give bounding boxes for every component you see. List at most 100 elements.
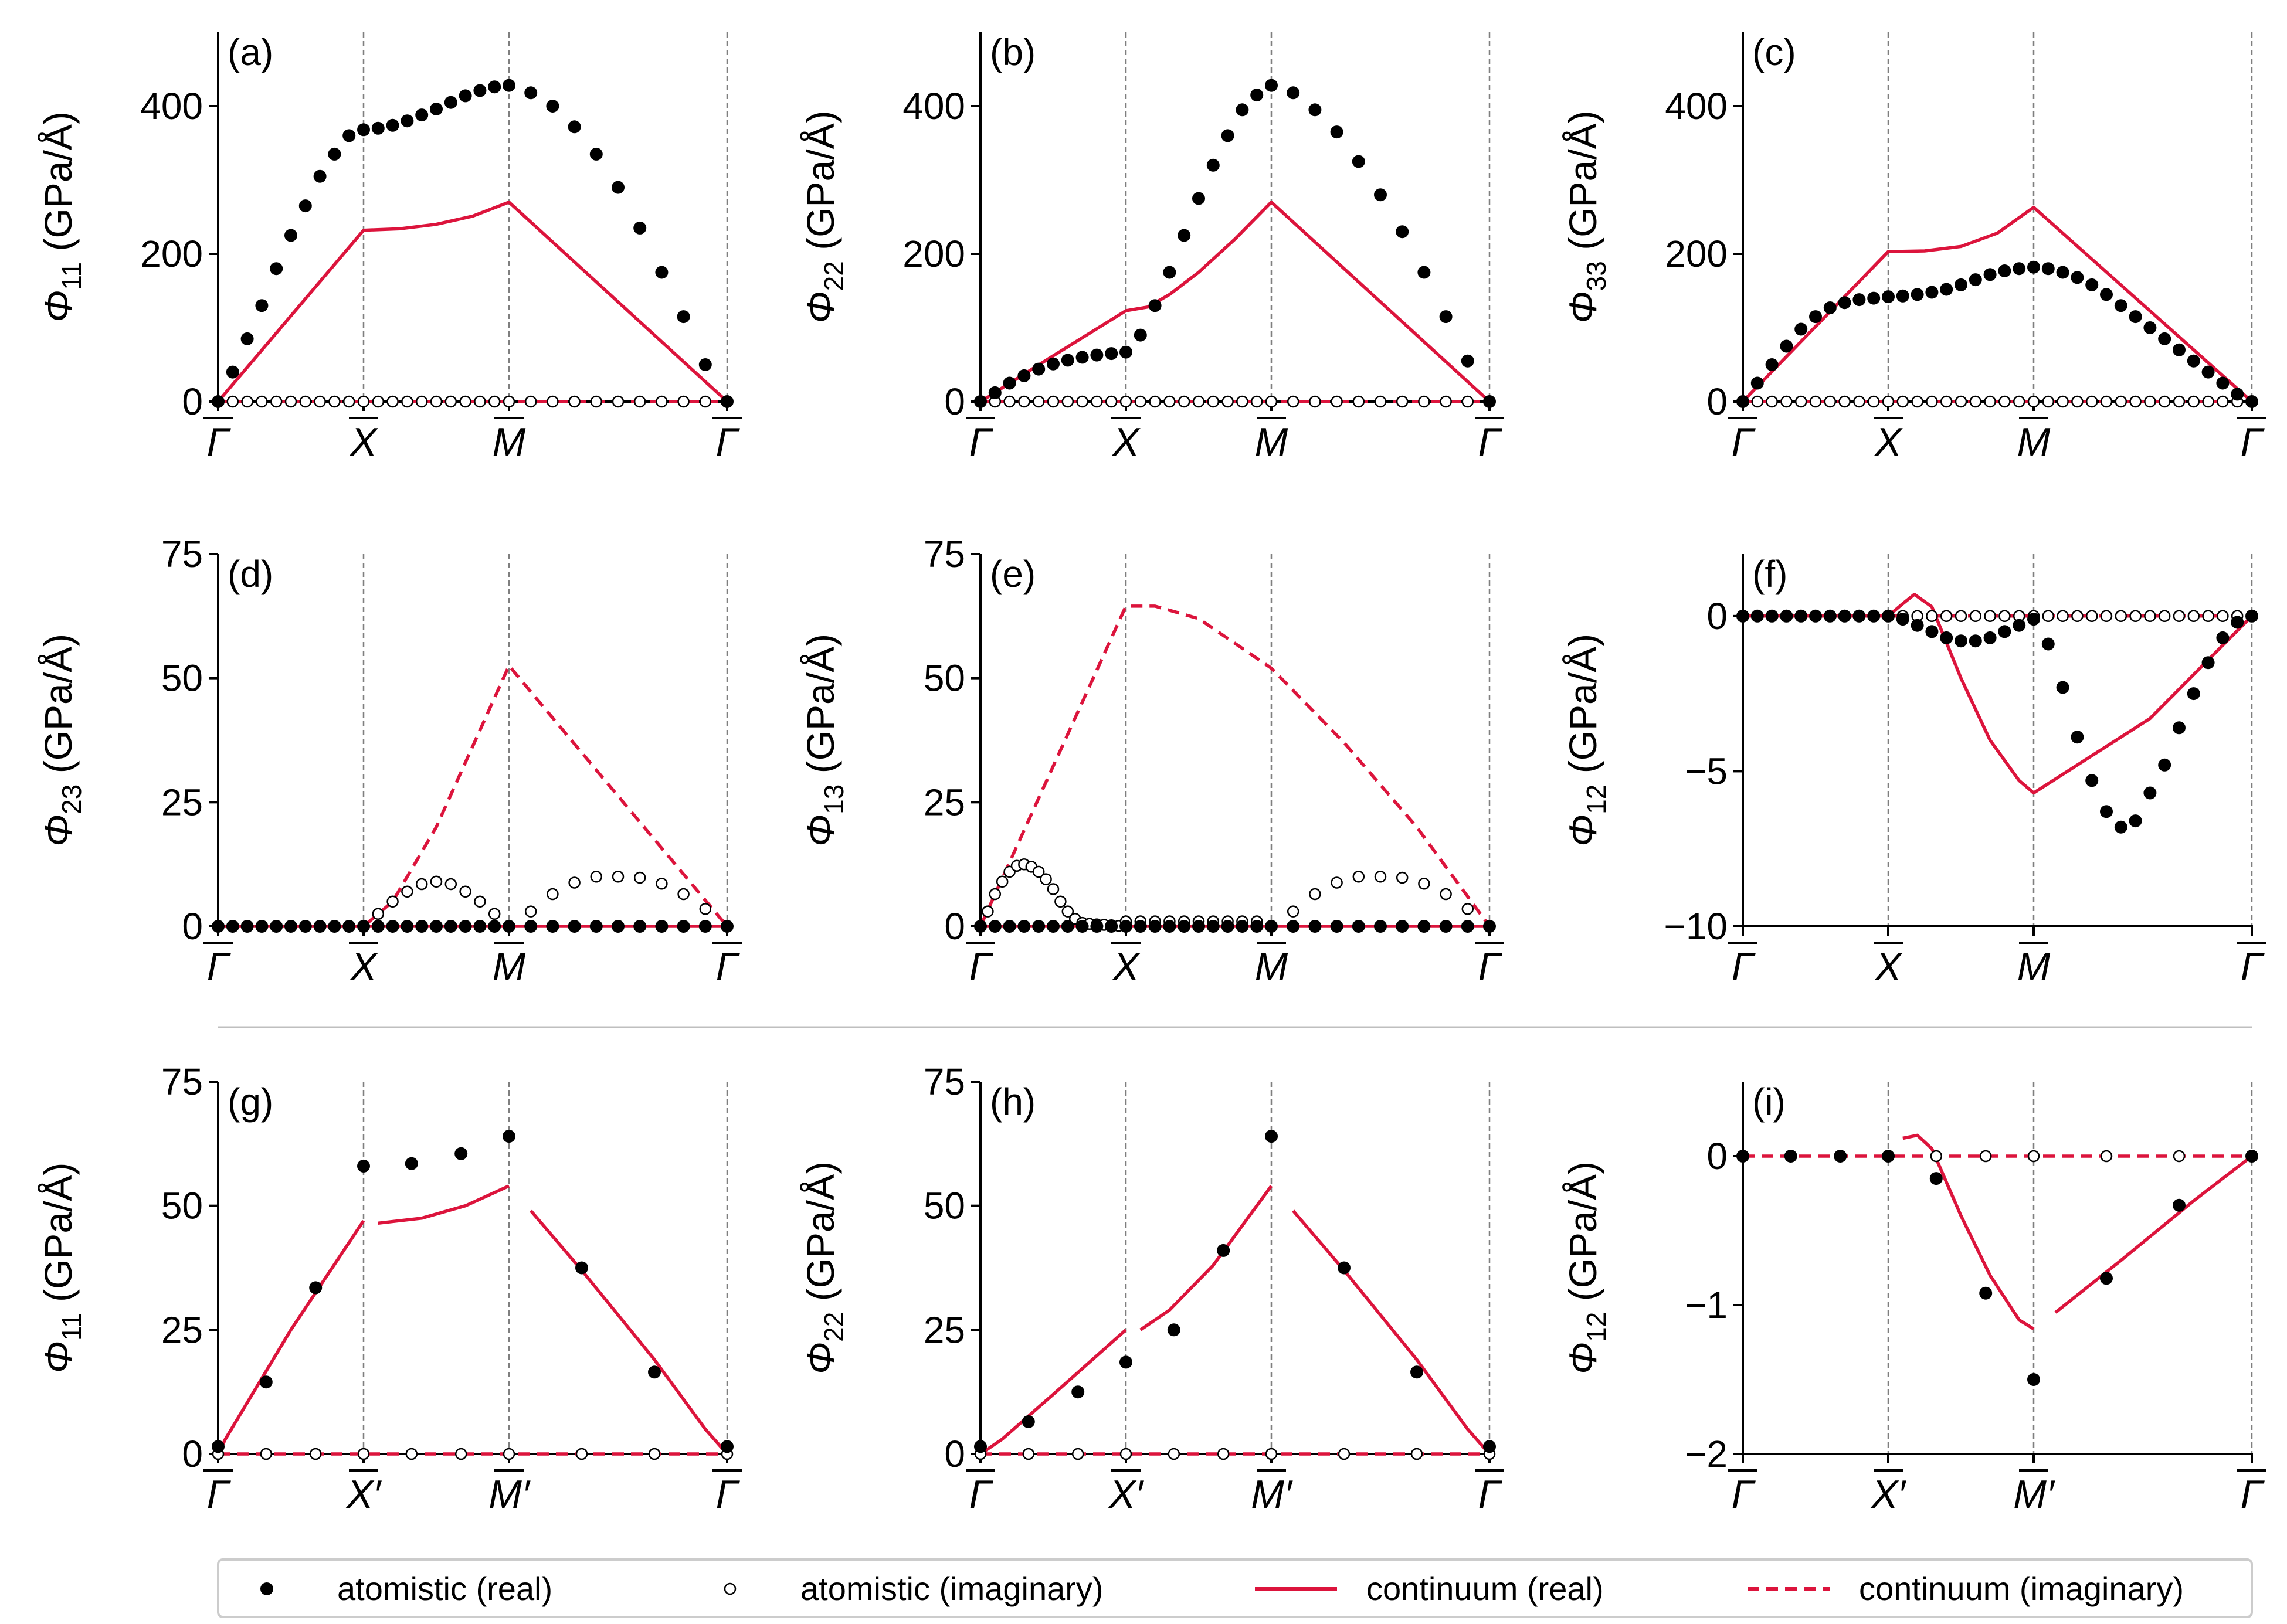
y-tick-label-g-3: 75 — [161, 1061, 203, 1103]
y-tick-label-d-3: 75 — [161, 533, 203, 575]
atomistic-imag-point-c-17 — [1984, 395, 1996, 408]
atomistic-imag-point-g-4 — [405, 1448, 418, 1460]
atomistic-real-point-f-13 — [1925, 625, 1939, 638]
y-axis-label-unit-b: (GPa/Å) — [799, 110, 842, 261]
atomistic-imag-point-c-11 — [1896, 395, 1909, 408]
atomistic-imag-point-a-24 — [590, 395, 603, 408]
atomistic-imag-point-d-21 — [524, 905, 537, 918]
atomistic-real-point-f-8 — [1852, 609, 1866, 623]
atomistic-imag-point-b-22 — [1309, 395, 1321, 408]
y-axis-label-symbol-e: Φ — [799, 814, 842, 847]
atomistic-imag-point-e-39 — [1461, 903, 1474, 915]
atomistic-real-point-g-7 — [575, 1261, 588, 1275]
atomistic-imag-point-b-15 — [1192, 395, 1205, 408]
atomistic-real-point-b-11 — [1134, 328, 1147, 342]
atomistic-real-point-c-35 — [2245, 395, 2258, 408]
atomistic-real-point-d-11 — [371, 920, 385, 933]
atomistic-imag-point-c-13 — [1926, 395, 1938, 408]
atomistic-real-point-d-15 — [430, 920, 443, 933]
atomistic-real-point-c-0 — [1736, 395, 1749, 408]
atomistic-real-point-c-21 — [2041, 262, 2055, 276]
atomistic-imag-point-b-19 — [1250, 395, 1263, 408]
continuum-imag-line-d-0 — [218, 664, 729, 928]
atomistic-imag-point-b-3 — [1018, 395, 1030, 408]
atomistic-real-point-a-15 — [430, 103, 443, 115]
atomistic-imag-point-c-4 — [1794, 395, 1807, 408]
y-axis-label-unit-g: (GPa/Å) — [36, 1163, 80, 1313]
atomistic-real-point-d-1 — [226, 920, 239, 933]
atomistic-real-point-f-33 — [2216, 631, 2230, 644]
atomistic-real-point-c-34 — [2231, 388, 2244, 401]
atomistic-imag-point-b-26 — [1396, 395, 1409, 408]
y-axis-label-subscript-i: 12 — [1581, 1312, 1611, 1342]
atomistic-imag-point-d-19 — [488, 908, 501, 920]
plot-area-f — [1736, 593, 2258, 834]
y-tick-label-d-1: 25 — [161, 781, 203, 823]
y-tick-label-g-0: 0 — [182, 1433, 203, 1475]
atomistic-real-point-e-30 — [1483, 920, 1496, 933]
y-tick-label-d-2: 50 — [161, 657, 203, 699]
atomistic-real-point-h-1 — [1022, 1415, 1035, 1428]
atomistic-imag-point-e-1 — [982, 905, 994, 918]
x-tick-label-b-0: Γ — [969, 420, 994, 464]
atomistic-real-point-a-25 — [612, 181, 625, 194]
atomistic-real-point-b-9 — [1105, 347, 1118, 361]
atomistic-real-point-c-17 — [1983, 268, 1997, 281]
atomistic-real-point-b-10 — [1119, 345, 1132, 359]
atomistic-imag-point-b-29 — [1461, 395, 1474, 408]
atomistic-real-point-f-35 — [2245, 609, 2258, 623]
atomistic-imag-point-a-4 — [270, 395, 283, 408]
atomistic-real-point-a-21 — [524, 86, 538, 100]
y-tick-label-c-0: 0 — [1706, 380, 1728, 423]
atomistic-imag-point-f-18 — [1998, 610, 2011, 623]
atomistic-real-point-e-24 — [1352, 920, 1365, 933]
atomistic-imag-point-c-26 — [2115, 395, 2127, 408]
atomistic-imag-point-b-17 — [1221, 395, 1234, 408]
atomistic-imag-point-a-10 — [357, 395, 370, 408]
atomistic-imag-point-e-10 — [1047, 883, 1060, 895]
atomistic-imag-point-i-8 — [2173, 1150, 2186, 1163]
atomistic-imag-point-a-3 — [256, 395, 268, 408]
y-axis-label-symbol-f: Φ — [1561, 814, 1604, 847]
panel-label-h: (h) — [990, 1081, 1036, 1123]
atomistic-imag-point-a-2 — [241, 395, 253, 408]
atomistic-imag-point-a-26 — [633, 395, 646, 408]
legend-frame — [217, 1558, 2253, 1618]
atomistic-real-point-a-16 — [444, 96, 457, 109]
atomistic-real-point-c-8 — [1852, 293, 1866, 307]
atomistic-real-point-a-18 — [473, 84, 487, 97]
panel-d: 0 25 50 75 Γ X M Γ (d) Φ23 (GPa/Å) — [36, 533, 742, 989]
atomistic-imag-point-i-4 — [1930, 1150, 1943, 1163]
continuum-real-line-h-1 — [1139, 1185, 1273, 1331]
y-axis-label-unit-c: (GPa/Å) — [1561, 110, 1604, 261]
atomistic-imag-point-h-8 — [1410, 1448, 1423, 1460]
y-tick-label-h-2: 50 — [924, 1185, 965, 1227]
atomistic-real-point-f-25 — [2100, 805, 2113, 818]
x-tick-label-b-1: X — [1111, 420, 1141, 464]
atomistic-real-point-a-30 — [721, 395, 734, 408]
atomistic-imag-point-h-1 — [1022, 1448, 1035, 1460]
atomistic-real-point-d-16 — [444, 920, 457, 933]
atomistic-real-point-e-6 — [1061, 920, 1074, 933]
atomistic-imag-point-c-12 — [1911, 395, 1923, 408]
atomistic-real-point-b-21 — [1287, 86, 1300, 100]
atomistic-real-point-b-28 — [1439, 310, 1453, 324]
y-axis-label-symbol-g: Φ — [36, 1341, 80, 1373]
atomistic-imag-point-e-37 — [1418, 877, 1430, 890]
atomistic-real-point-b-25 — [1374, 188, 1387, 202]
atomistic-real-point-e-1 — [988, 920, 1002, 933]
y-tick-label-i-2: 0 — [1706, 1135, 1728, 1177]
atomistic-real-point-g-9 — [721, 1440, 734, 1453]
atomistic-imag-point-b-12 — [1149, 395, 1161, 408]
y-tick-label-b-2: 400 — [902, 85, 965, 127]
atomistic-real-point-b-19 — [1250, 89, 1264, 102]
x-tick-label-d-0: Γ — [207, 944, 232, 989]
atomistic-real-point-d-4 — [270, 920, 283, 933]
atomistic-imag-point-e-34 — [1352, 871, 1365, 883]
atomistic-real-point-c-19 — [2013, 262, 2026, 276]
atomistic-imag-point-c-30 — [2173, 395, 2186, 408]
y-axis-label-unit-a: (GPa/Å) — [36, 111, 80, 262]
atomistic-real-point-b-7 — [1075, 351, 1089, 364]
atomistic-imag-point-g-5 — [454, 1448, 467, 1460]
panel-b: 0 200 400 Γ X M Γ (b) Φ22 (GPa/Å) — [799, 31, 1504, 464]
